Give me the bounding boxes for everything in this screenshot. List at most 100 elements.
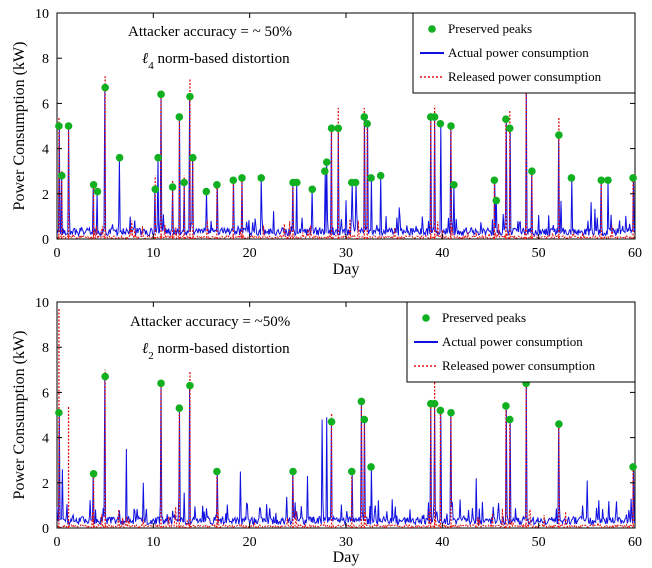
legend: Preserved peaks Actual power consumption…: [406, 301, 636, 383]
preserved-peak-marker: [202, 187, 211, 196]
preserved-peak-marker: [502, 402, 510, 410]
x-tick-label: 30: [339, 535, 353, 550]
preserved-peak-marker: [175, 113, 184, 121]
preserved-peak-marker: [189, 153, 197, 162]
x-tick-label: 40: [435, 535, 449, 550]
preserved-peak-marker: [308, 185, 317, 194]
preserved-peak-marker: [321, 167, 329, 175]
preserved-peak-marker: [430, 113, 439, 121]
preserved-peak-marker: [168, 183, 177, 191]
preserved-peak-marker: [351, 178, 360, 187]
legend-label-released: Released power consumption: [448, 69, 602, 84]
preserved-peak-marker: [492, 196, 501, 205]
preserved-peak-marker: [528, 167, 536, 175]
norm-subscript: 2: [148, 350, 154, 362]
x-tick-label: 20: [243, 246, 257, 261]
y-axis-label: Power Consumption (kW): [11, 331, 28, 500]
preserved-peak-marker: [257, 174, 266, 182]
preserved-peak-marker: [597, 176, 606, 185]
preserved-peak-marker: [157, 379, 165, 388]
x-tick-label: 30: [339, 246, 353, 261]
preserved-peak-marker: [101, 372, 109, 381]
preserved-peak-marker: [64, 122, 73, 130]
preserved-peak-marker: [363, 119, 371, 128]
x-tick-label: 50: [532, 246, 546, 261]
preserved-peak-marker: [55, 408, 63, 417]
preserved-peak-marker: [322, 158, 331, 166]
x-tick-label: 10: [146, 246, 160, 261]
legend-label-peaks: Preserved peaks: [448, 21, 532, 36]
x-axis-label: Day: [333, 261, 360, 278]
y-tick-label: 8: [42, 341, 49, 356]
attacker-accuracy-annotation: Attacker accuracy = ~50%: [130, 314, 290, 330]
preserved-peak-marker: [89, 180, 98, 189]
y-tick-label: 2: [42, 477, 49, 492]
y-tick-label: 2: [42, 188, 49, 203]
preserved-peak-marker: [213, 467, 221, 476]
chart-panel-l4: 0 10 20 30 40 50 60 0 2 4 6 8 10 Power Consumption (…: [11, 7, 642, 278]
norm-symbol: ℓ: [142, 341, 148, 357]
preserved-peak-marker: [447, 408, 455, 417]
legend-box: [406, 301, 636, 383]
legend-label-actual: Actual power consumption: [442, 334, 583, 349]
preserved-peak-marker: [151, 185, 160, 194]
distortion-text: norm-based distortion: [154, 51, 290, 67]
preserved-peak-marker: [334, 124, 343, 133]
preserved-peak-marker: [555, 420, 563, 428]
distortion-annotation: ℓ2 norm-based distortion: [142, 341, 290, 362]
x-tick-label: 50: [532, 535, 546, 550]
legend-label-peaks: Preserved peaks: [442, 310, 526, 325]
preserved-peak-marker: [327, 124, 336, 133]
preserved-peak-marker: [115, 153, 124, 162]
x-tick-label: 0: [54, 535, 61, 550]
preserved-peak-marker: [367, 463, 375, 471]
preserved-peak-marker: [376, 171, 385, 180]
preserved-peak-marker: [436, 119, 445, 128]
preserved-peak-marker: [154, 153, 162, 162]
x-tick-label: 60: [628, 246, 642, 261]
preserved-peak-marker: [629, 463, 637, 471]
preserved-peak-marker: [347, 467, 356, 476]
norm-symbol: ℓ: [142, 51, 148, 67]
x-tick-label: 10: [146, 535, 160, 550]
preserved-peak-marker: [360, 415, 369, 424]
preserved-peak-marker: [175, 404, 184, 413]
preserved-peak-marker: [101, 83, 109, 92]
preserved-peak-marker: [502, 115, 510, 124]
preserved-peak-marker: [186, 381, 194, 390]
preserved-peak-marker: [213, 180, 221, 189]
legend-peak-marker: [428, 25, 436, 33]
preserved-peak-marker: [58, 171, 66, 180]
x-tick-label: 20: [243, 535, 257, 550]
preserved-peak-marker: [157, 90, 165, 99]
y-tick-label: 10: [35, 296, 49, 311]
preserved-peak-marker: [89, 469, 98, 478]
preserved-peak-marker: [229, 176, 238, 185]
preserved-peak-marker: [289, 467, 297, 476]
y-tick-label: 10: [35, 7, 49, 22]
y-tick-label: 4: [42, 143, 49, 158]
norm-subscript: 4: [148, 60, 154, 72]
preserved-peak-marker: [567, 174, 576, 182]
preserved-peak-marker: [450, 180, 458, 189]
preserved-peak-marker: [447, 122, 455, 130]
y-axis-label: Power Consumption (kW): [11, 42, 28, 211]
preserved-peak-marker: [93, 187, 102, 196]
chart-panel-l2: 0 10 20 30 40 50 60 0 2 4 6 8 10 Power Consumption (…: [11, 296, 642, 566]
preserved-peak-marker: [360, 113, 369, 121]
y-tick-label: 0: [42, 233, 49, 248]
preserved-peak-marker: [604, 176, 612, 185]
y-tick-label: 8: [42, 52, 49, 67]
x-tick-label: 40: [435, 246, 449, 261]
y-tick-label: 6: [42, 97, 49, 112]
preserved-peak-marker: [430, 399, 439, 408]
distortion-annotation: ℓ4 norm-based distortion: [142, 51, 290, 72]
actual-power-line: [56, 376, 636, 527]
x-tick-label: 0: [54, 246, 61, 261]
legend-label-released: Released power consumption: [442, 358, 596, 373]
preserved-peak-marker: [293, 178, 301, 187]
preserved-peak-marker: [55, 122, 63, 130]
x-axis-label: Day: [333, 549, 360, 566]
y-tick-label: 4: [42, 432, 49, 447]
preserved-peak-marker: [238, 174, 246, 182]
